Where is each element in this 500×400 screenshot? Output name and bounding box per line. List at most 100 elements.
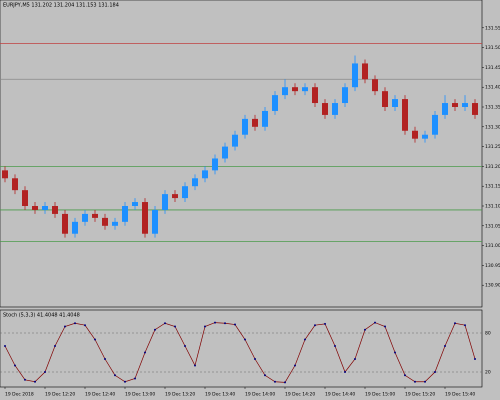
candle-body [432, 114, 438, 135]
stoch-point [104, 358, 106, 360]
candle-body [42, 206, 48, 210]
stoch-point [24, 378, 26, 381]
candle-body [212, 158, 218, 171]
y-tick-label: 131.15 [485, 184, 500, 190]
stoch-point [464, 324, 466, 327]
stoch-point [74, 322, 76, 325]
candle-body [352, 63, 358, 88]
stoch-point [134, 377, 136, 380]
stoch-point [94, 338, 96, 341]
stoch-point [54, 345, 56, 347]
candle-body [202, 170, 208, 179]
candle-body [232, 134, 238, 147]
candle-body [162, 194, 168, 210]
x-tick-label: 19 Dec 13:40 [205, 392, 235, 398]
candle-body [142, 202, 148, 234]
candle-body [112, 221, 118, 226]
stoch-point [424, 380, 426, 383]
y-tick-label: 80 [485, 331, 491, 337]
indicator-title: Stoch (5,3,3) 41.4048 41.4048 [3, 313, 80, 319]
stoch-point [474, 358, 476, 360]
candle-body [132, 202, 138, 206]
x-tick-label: 19 Dec 14:40 [325, 392, 355, 398]
candle-body [92, 213, 98, 218]
y-tick-label: 131.55 [485, 25, 500, 31]
stoch-point [234, 323, 236, 326]
y-tick-label: 131.45 [485, 65, 500, 71]
stoch-point [214, 321, 216, 324]
candle-body [262, 110, 268, 127]
candle-body [412, 130, 418, 139]
y-tick-label: 131.50 [485, 45, 500, 51]
candle-body [192, 178, 198, 187]
candle-body [402, 99, 408, 131]
indicator-panel [0, 309, 483, 388]
stoch-point [204, 325, 206, 328]
stoch-point [144, 351, 146, 354]
y-tick-label: 20 [485, 370, 491, 376]
candle-body [462, 103, 468, 107]
candle-body [382, 91, 388, 107]
y-tick-label: 131.10 [485, 204, 500, 210]
stoch-point [364, 328, 366, 331]
candle-body [2, 170, 8, 179]
stoch-point [404, 374, 406, 377]
candle-body [442, 103, 448, 115]
stoch-point [284, 381, 286, 384]
y-tick-label: 131.25 [485, 144, 500, 150]
stoch-point [344, 371, 346, 373]
candle-body [252, 118, 258, 127]
x-tick-label: 19 Dec 12:40 [85, 392, 115, 398]
candle-body [12, 178, 18, 191]
candle-body [22, 190, 28, 206]
y-tick-label: 131.05 [485, 223, 500, 229]
x-tick-label: 19 Dec 14:20 [285, 392, 315, 398]
y-tick-label: 131.20 [485, 164, 500, 170]
stoch-point [454, 322, 456, 325]
stoch-point [274, 380, 276, 383]
chart-title: EURJPY,M5 131.202 131.204 131.153 131.18… [3, 3, 119, 9]
candle-body [312, 87, 318, 104]
candle-body [342, 87, 348, 104]
stoch-point [14, 364, 16, 367]
stoch-point [314, 324, 316, 327]
y-tick-label: 130.95 [485, 263, 500, 269]
candle-body [32, 206, 38, 210]
candle-body [322, 103, 328, 115]
candle-body [122, 206, 128, 222]
stoch-point [434, 371, 436, 373]
y-tick-label: 131.40 [485, 85, 500, 91]
stoch-point [184, 345, 186, 347]
candle-body [222, 146, 228, 159]
candle-body [242, 118, 248, 135]
stoch-point [154, 328, 156, 331]
y-tick-label: 130.90 [485, 283, 500, 289]
candle-body [422, 134, 428, 139]
candle-body [52, 206, 58, 214]
candle-body [362, 63, 368, 80]
stoch-point [394, 351, 396, 354]
stoch-point [244, 338, 246, 341]
y-tick-label: 131.35 [485, 105, 500, 111]
candle-body [302, 87, 308, 92]
x-tick-label: 19 Dec 13:20 [165, 392, 195, 398]
stoch-point [444, 345, 446, 347]
stoch-point [84, 324, 86, 327]
stoch-point [64, 325, 66, 328]
stoch-point [44, 371, 46, 373]
candle-body [152, 209, 158, 234]
candle-body [282, 87, 288, 96]
stoch-point [384, 325, 386, 328]
candle-body [172, 194, 178, 199]
stoch-point [4, 345, 6, 347]
x-tick-label: 19 Dec 15:40 [445, 392, 475, 398]
candle-body [372, 79, 378, 92]
candle-body [82, 213, 88, 222]
stoch-point [114, 374, 116, 377]
stoch-point [324, 322, 326, 325]
stoch-point [254, 358, 256, 360]
candle-body [272, 95, 278, 111]
stoch-point [164, 322, 166, 325]
x-tick-label: 19 Dec 12:20 [45, 392, 75, 398]
